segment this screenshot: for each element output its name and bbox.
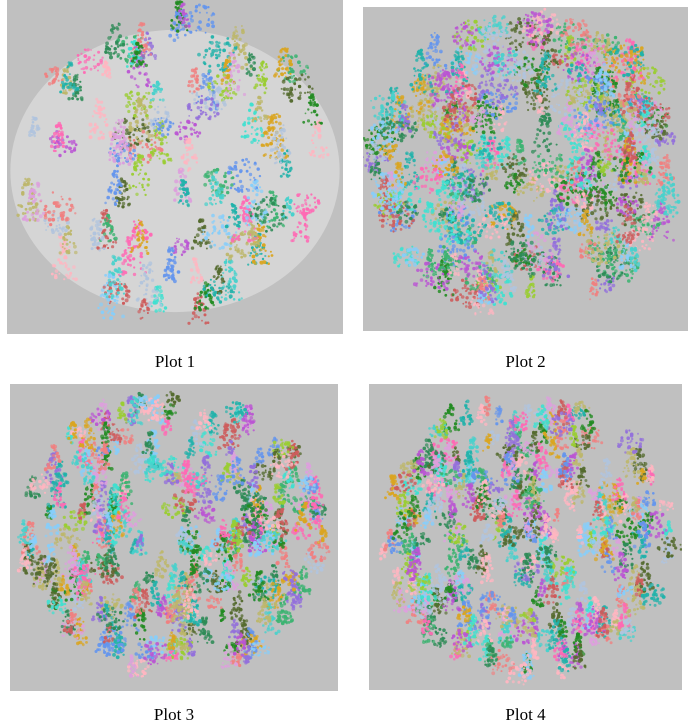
plot-2-point-cloud [363, 7, 688, 331]
plot-2-image [363, 7, 688, 331]
plot-4-image [369, 384, 682, 690]
plot-2-caption: Plot 2 [363, 352, 688, 372]
plot-1-point-cloud [7, 0, 343, 334]
tree-crown [66, 426, 74, 444]
plot-1-image [7, 0, 343, 334]
plot-4-caption: Plot 4 [369, 705, 682, 725]
tree-crown [452, 22, 479, 47]
tree-crown [166, 391, 181, 407]
plot-3-image [10, 384, 338, 691]
plot-1-caption: Plot 1 [7, 352, 343, 372]
plot-3-point-cloud [10, 384, 338, 691]
plot-4-point-cloud [369, 384, 682, 690]
plot-3-caption: Plot 3 [10, 705, 338, 725]
